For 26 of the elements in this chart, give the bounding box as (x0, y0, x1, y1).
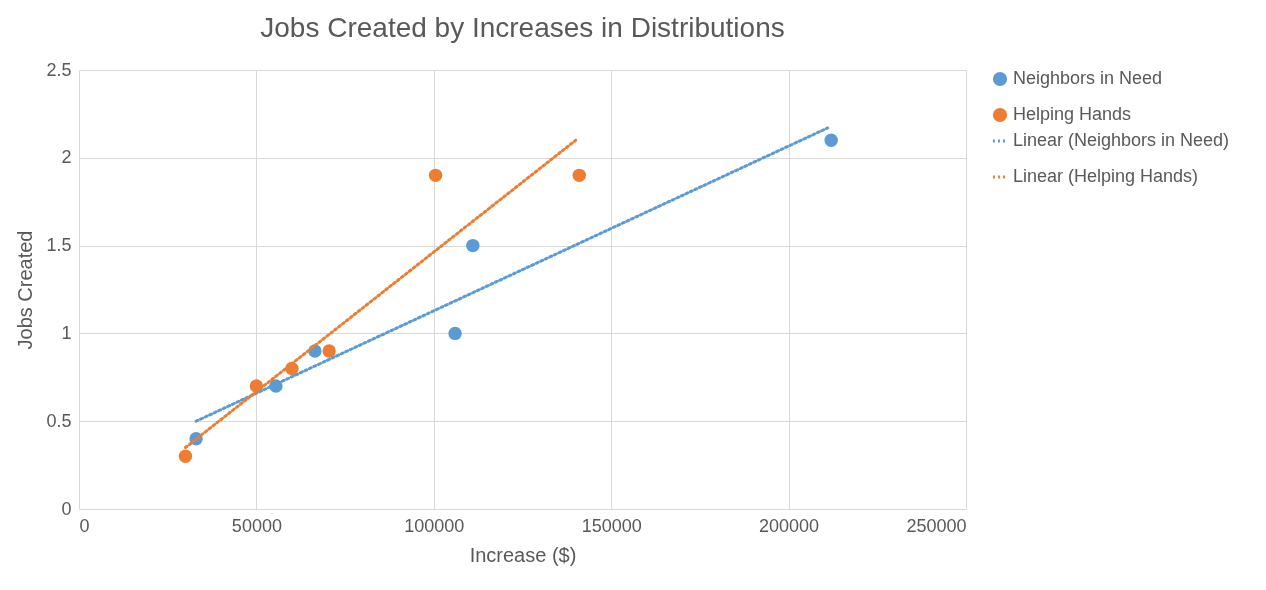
y-tick-label: 1 (61, 322, 72, 343)
point (448, 326, 462, 341)
x-axis-title: Increase ($) (469, 543, 577, 566)
y-tick-label: 0 (61, 498, 72, 519)
chart-title: Jobs Created by Increases in Distributions (260, 12, 785, 43)
point (178, 449, 193, 464)
point (824, 133, 838, 147)
legend-label: Linear (Helping Hands) (1013, 166, 1199, 186)
x-tick-label: 150000 (581, 515, 642, 536)
x-tick-label: 250000 (906, 515, 967, 536)
y-tick-label: 2.5 (46, 59, 72, 80)
point (466, 238, 480, 253)
x-tick-label: 0 (79, 515, 90, 536)
legend-label: Neighbors in Need (1013, 68, 1163, 88)
point (572, 168, 586, 183)
x-tick-label: 100000 (404, 515, 465, 536)
x-tick-label: 200000 (759, 515, 820, 536)
legend-label: Helping Hands (1013, 104, 1132, 124)
point (322, 344, 336, 358)
point (428, 168, 443, 183)
y-tick-label: 0.5 (46, 410, 72, 431)
x-tick-label: 50000 (231, 515, 282, 536)
legend-label: Linear (Neighbors in Need) (1013, 130, 1230, 150)
y-axis-title: Jobs Created (14, 230, 37, 350)
y-tick-label: 1.5 (46, 235, 72, 256)
y-tick-label: 2 (61, 147, 72, 168)
